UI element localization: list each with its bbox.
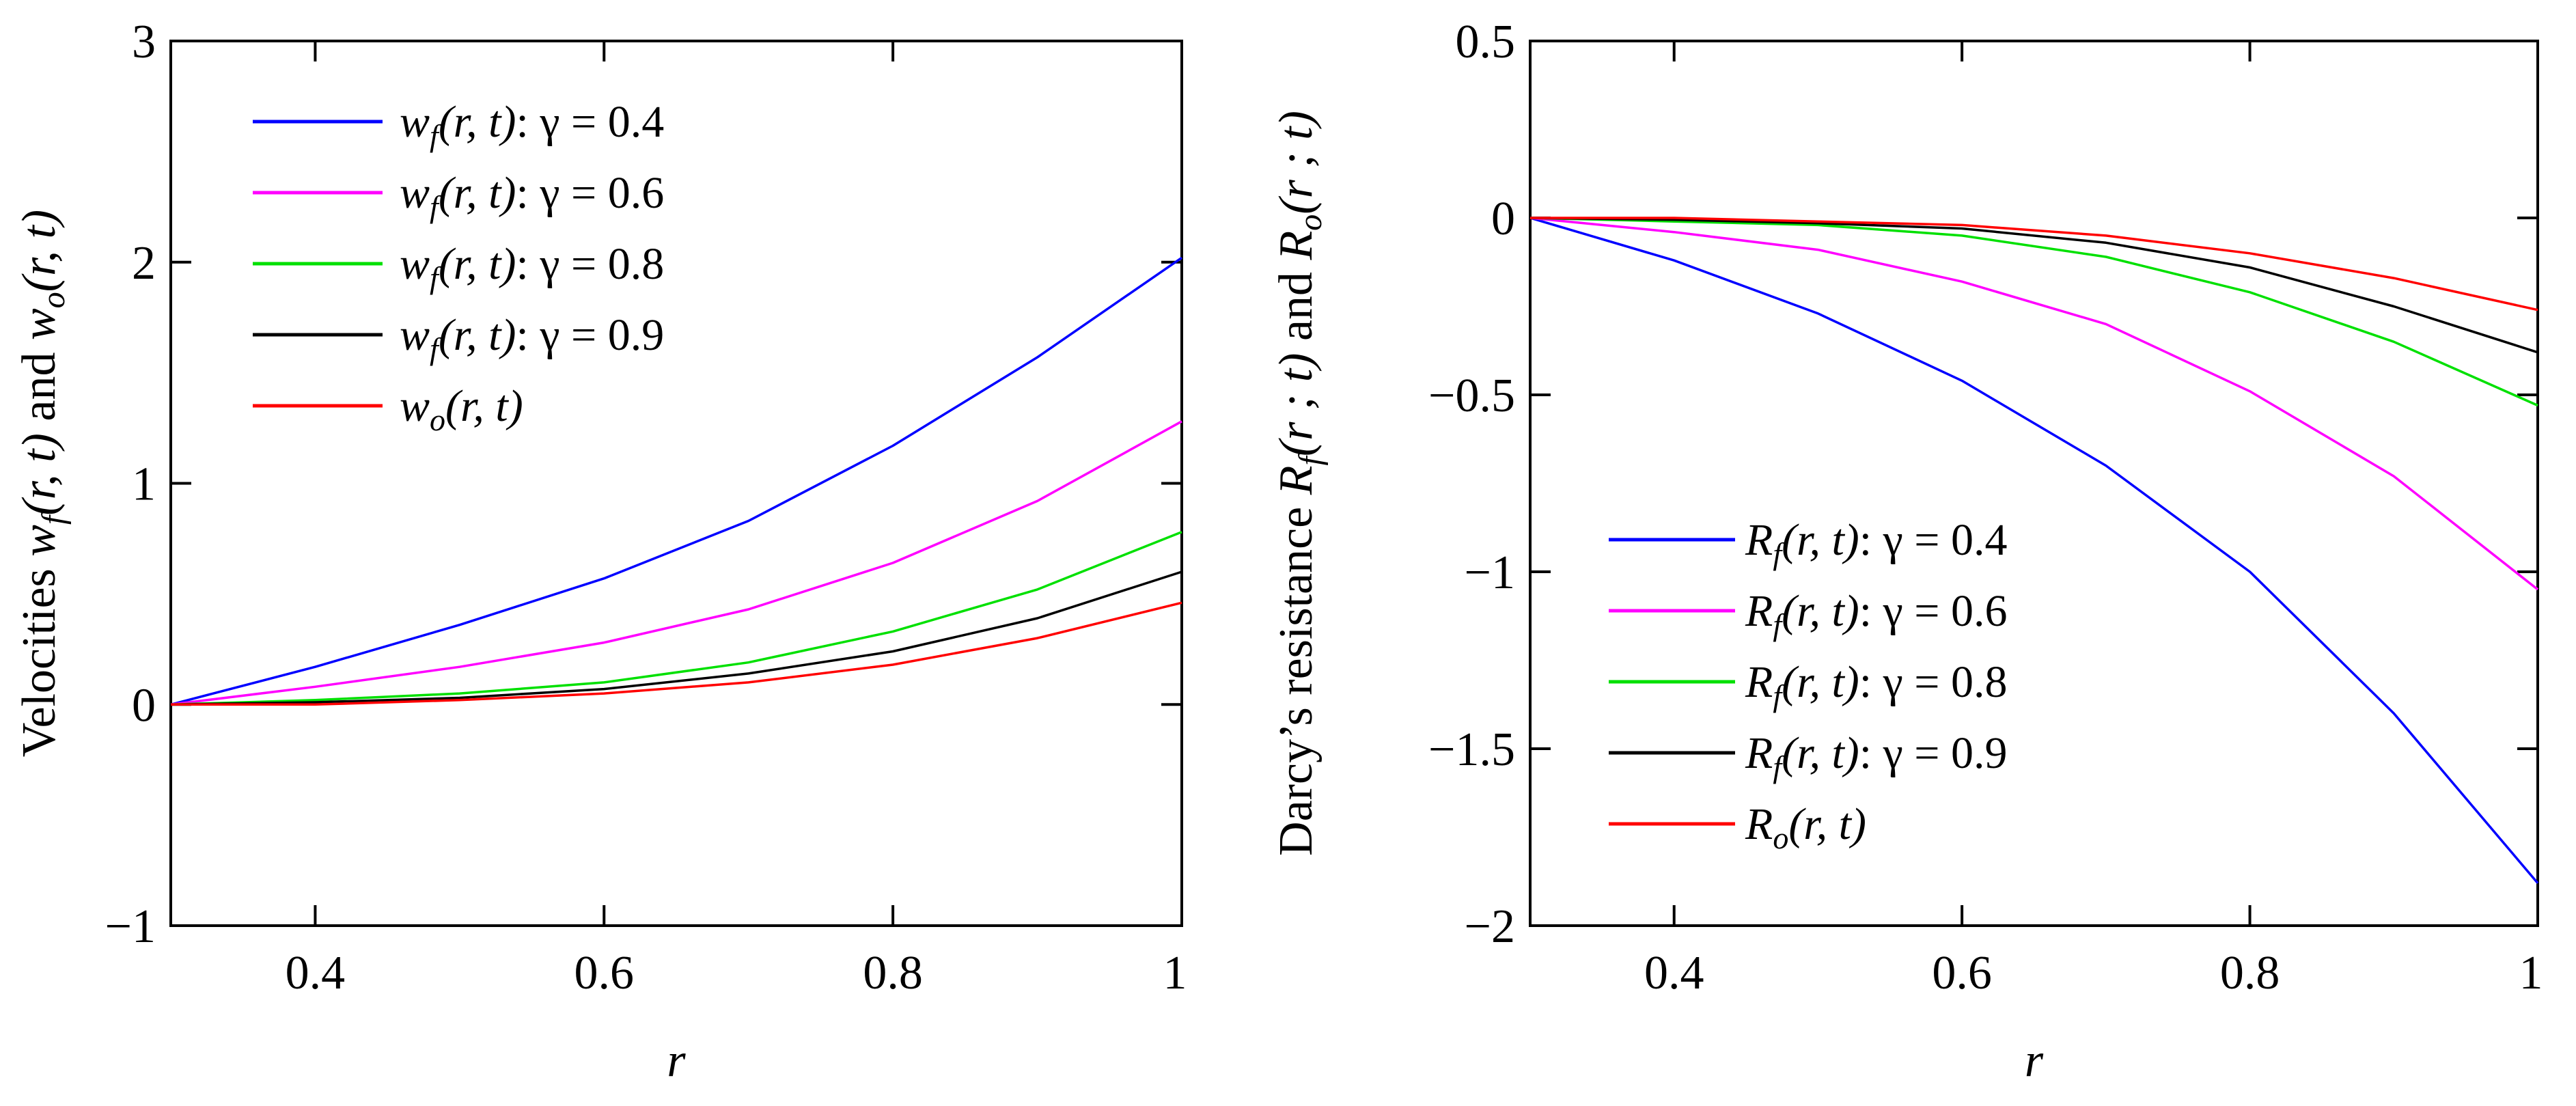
legend-label-5: wo(r, t) bbox=[400, 381, 523, 437]
y-tick-label: 3 bbox=[132, 16, 156, 68]
series-line-2 bbox=[170, 420, 1182, 706]
legend-label-3: Rf(r, t): γ = 0.8 bbox=[1745, 657, 2008, 713]
series-line-4 bbox=[1529, 217, 2538, 354]
x-axis-label: r bbox=[667, 1034, 686, 1087]
legend-label-1: Rf(r, t): γ = 0.4 bbox=[1745, 515, 2008, 571]
series-line-3 bbox=[170, 531, 1182, 706]
y-axis-label: Velocities wf(r, t) and wo(r, t) bbox=[13, 210, 72, 758]
y-tick-label: −1 bbox=[1465, 547, 1515, 599]
legend-label-5: Ro(r, t) bbox=[1745, 799, 1866, 855]
x-axis-label: r bbox=[2025, 1034, 2044, 1087]
x-tick-label: 0.8 bbox=[863, 947, 923, 999]
x-tick-label: 0.4 bbox=[1644, 947, 1704, 999]
series-line-2 bbox=[1529, 217, 2539, 591]
x-tick-label: 0.6 bbox=[574, 947, 635, 999]
y-axis-label: Darcy’s resistance Rf(r ; t) and Ro(r ; … bbox=[1270, 111, 1329, 856]
y-tick-label: −1.5 bbox=[1428, 723, 1515, 776]
velocities-chart: −1 0 1 2 3 0.4 0.6 0.8 1 r Velocities wf(r, t) and… bbox=[13, 16, 1187, 1087]
legend-label-2: Rf(r, t): γ = 0.6 bbox=[1745, 586, 2008, 642]
y-tick-label: −1 bbox=[105, 900, 156, 953]
x-tick-label: 1 bbox=[1163, 947, 1187, 999]
series-line-1 bbox=[1529, 217, 2539, 884]
series-line-5 bbox=[171, 601, 1182, 706]
x-tick-label: 1 bbox=[2519, 947, 2543, 999]
y-tick-label: −0.5 bbox=[1428, 370, 1515, 422]
x-tick-label: 0.8 bbox=[2220, 947, 2280, 999]
y-tick-label: 2 bbox=[132, 237, 156, 290]
series-line-3 bbox=[1529, 217, 2538, 407]
legend-label-4: Rf(r, t): γ = 0.9 bbox=[1745, 728, 2008, 784]
x-tick-label: 0.4 bbox=[286, 947, 346, 999]
series-line-5 bbox=[1530, 217, 2538, 312]
series-line-1 bbox=[170, 256, 1182, 706]
y-tick-label: 0 bbox=[1491, 193, 1515, 245]
plot-frame bbox=[1529, 40, 2539, 927]
y-tick-label: 0.5 bbox=[1456, 16, 1516, 68]
y-tick-label: 1 bbox=[132, 458, 156, 511]
y-tick-label: −2 bbox=[1465, 900, 1515, 953]
y-tick-label: 0 bbox=[132, 679, 156, 732]
darcy-resistance-chart: −2 −1.5 −1 −0.5 0 0.5 0.4 0.6 0.8 1 r Darcy’s resis… bbox=[1270, 16, 2543, 1087]
legend: wf(r, t): γ = 0.4 wf(r, t): γ = 0.6 wf(r, … bbox=[253, 97, 664, 437]
legend-label-2: wf(r, t): γ = 0.6 bbox=[400, 168, 664, 224]
legend-label-4: wf(r, t): γ = 0.9 bbox=[400, 310, 664, 366]
legend-label-3: wf(r, t): γ = 0.8 bbox=[400, 239, 664, 295]
x-tick-label: 0.6 bbox=[1932, 947, 1992, 999]
legend: Rf(r, t): γ = 0.4 Rf(r, t): γ = 0.6 Rf(r, … bbox=[1609, 515, 2008, 855]
legend-label-1: wf(r, t): γ = 0.4 bbox=[400, 97, 664, 153]
plot-frame bbox=[169, 40, 1183, 927]
series-line-4 bbox=[170, 570, 1182, 706]
